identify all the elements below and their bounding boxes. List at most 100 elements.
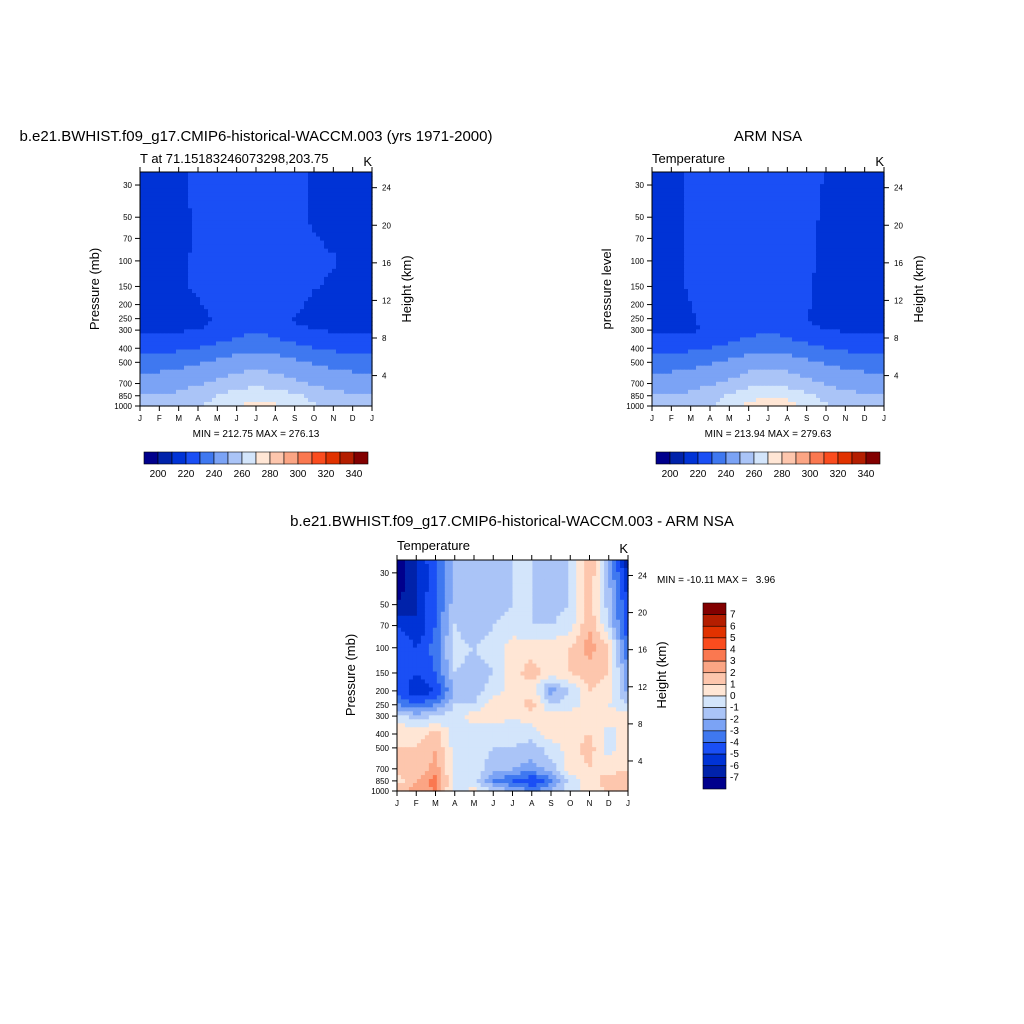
- right-plot-title: ARM NSA: [734, 128, 802, 145]
- contour-cell: [728, 196, 733, 201]
- contour-cell: [732, 188, 737, 193]
- contour-cell: [740, 260, 745, 266]
- contour-cell: [780, 260, 785, 266]
- contour-cell: [824, 224, 829, 230]
- contour-cell: [204, 313, 209, 318]
- contour-cell: [156, 220, 161, 226]
- contour-cell: [296, 256, 301, 262]
- contour-cell: [236, 232, 241, 238]
- contour-cell: [720, 244, 725, 250]
- contour-cell: [248, 373, 253, 379]
- contour-cell: [768, 268, 773, 274]
- contour-cell: [748, 196, 753, 201]
- contour-cell: [804, 236, 809, 242]
- contour-cell: [324, 301, 329, 306]
- contour-cell: [284, 365, 289, 371]
- contour-cell: [828, 240, 833, 246]
- contour-cell: [336, 361, 341, 367]
- contour-cell: [308, 401, 313, 407]
- contour-cell: [232, 184, 237, 189]
- contour-cell: [724, 172, 729, 177]
- contour-cell: [328, 345, 333, 351]
- contour-cell: [852, 180, 857, 185]
- contour-cell: [192, 369, 197, 375]
- contour-cell: [304, 240, 309, 246]
- y-right-tick-label: 12: [382, 296, 391, 305]
- contour-cell: [192, 389, 197, 395]
- contour-cell: [316, 212, 321, 217]
- contour-cell: [288, 276, 293, 282]
- contour-cell: [184, 192, 189, 197]
- contour-cell: [248, 377, 253, 383]
- contour-cell: [672, 232, 677, 238]
- contour-cell: [184, 196, 189, 201]
- contour-cell: [316, 268, 321, 274]
- contour-cell: [220, 365, 225, 371]
- contour-cell: [184, 248, 189, 254]
- contour-cell: [232, 176, 237, 181]
- contour-cell: [368, 333, 373, 339]
- contour-cell: [720, 264, 725, 270]
- contour-cell: [256, 309, 261, 314]
- contour-cell: [244, 212, 249, 217]
- contour-cell: [688, 172, 693, 177]
- contour-cell: [764, 224, 769, 230]
- contour-cell: [280, 216, 285, 222]
- contour-cell: [804, 180, 809, 185]
- contour-cell: [196, 280, 201, 286]
- contour-cell: [324, 212, 329, 217]
- contour-cell: [144, 385, 149, 391]
- contour-cell: [348, 188, 353, 193]
- contour-cell: [144, 172, 149, 177]
- contour-cell: [324, 345, 329, 351]
- contour-cell: [256, 317, 261, 322]
- contour-cell: [844, 216, 849, 222]
- contour-cell: [256, 297, 261, 302]
- contour-cell: [344, 345, 349, 351]
- contour-cell: [288, 256, 293, 262]
- contour-cell: [168, 220, 173, 226]
- contour-cell: [272, 176, 277, 181]
- contour-cell: [316, 317, 321, 322]
- contour-cell: [320, 176, 325, 181]
- contour-cell: [296, 188, 301, 193]
- contour-cell: [184, 236, 189, 242]
- contour-cell: [280, 305, 285, 310]
- contour-cell: [340, 264, 345, 270]
- contour-cell: [320, 284, 325, 290]
- contour-cell: [304, 361, 309, 367]
- contour-cell: [312, 172, 317, 177]
- contour-cell: [708, 216, 713, 222]
- contour-cell: [864, 204, 869, 209]
- contour-cell: [712, 224, 717, 230]
- contour-cell: [284, 244, 289, 250]
- contour-cell: [864, 184, 869, 189]
- contour-cell: [180, 289, 185, 294]
- contour-cell: [756, 212, 761, 217]
- contour-cell: [352, 224, 357, 230]
- contour-cell: [156, 212, 161, 217]
- contour-cell: [272, 321, 277, 326]
- contour-cell: [348, 369, 353, 375]
- contour-cell: [656, 260, 661, 266]
- contour-cell: [208, 220, 213, 226]
- contour-cell: [256, 284, 261, 290]
- contour-cell: [300, 228, 305, 234]
- contour-cell: [212, 252, 217, 258]
- contour-cell: [216, 256, 221, 262]
- contour-cell: [724, 204, 729, 209]
- contour-cell: [220, 309, 225, 314]
- contour-cell: [324, 240, 329, 246]
- contour-cell: [344, 232, 349, 238]
- contour-cell: [228, 365, 233, 371]
- contour-cell: [852, 260, 857, 266]
- contour-cell: [148, 309, 153, 314]
- contour-cell: [784, 200, 789, 205]
- contour-cell: [252, 204, 257, 209]
- contour-cell: [868, 208, 873, 213]
- contour-cell: [212, 305, 217, 310]
- contour-cell: [764, 176, 769, 181]
- contour-cell: [292, 268, 297, 274]
- contour-cell: [276, 401, 281, 407]
- contour-cell: [724, 224, 729, 230]
